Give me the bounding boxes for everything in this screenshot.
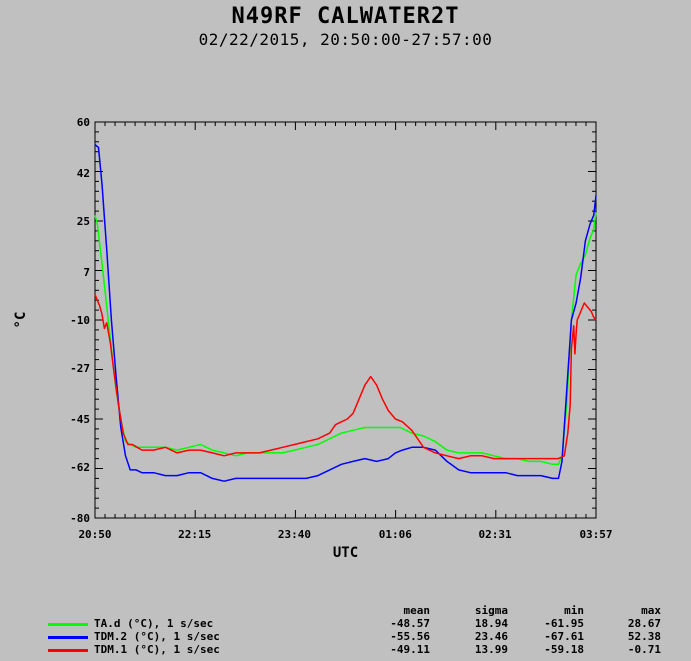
stats-header-mean: mean bbox=[403, 604, 431, 617]
stats-legend: mean sigma min max TA.d (°C), 1 s/sec -4… bbox=[48, 604, 661, 656]
chart-title: N49RF CALWATER2T bbox=[231, 4, 460, 29]
y-axis-label: °C bbox=[13, 312, 29, 329]
x-tick-label: 20:50 bbox=[78, 528, 111, 541]
stat-mean: -49.11 bbox=[390, 643, 430, 656]
stats-row: TDM.2 (°C), 1 s/sec -55.56 23.46 -67.61 … bbox=[48, 630, 661, 643]
y-tick-label: -10 bbox=[70, 314, 90, 327]
x-tick-label: 02:31 bbox=[479, 528, 512, 541]
legend-swatch-ta-d bbox=[48, 622, 88, 626]
y-tick-label: -80 bbox=[70, 512, 90, 525]
stat-mean: -48.57 bbox=[390, 617, 430, 630]
stat-max: 28.67 bbox=[627, 617, 661, 630]
stats-header-sigma: sigma bbox=[474, 604, 508, 617]
stat-max: -0.71 bbox=[627, 643, 661, 656]
stat-min: -61.95 bbox=[544, 617, 584, 630]
stat-min: -67.61 bbox=[544, 630, 584, 643]
x-tick-label: 22:15 bbox=[178, 528, 211, 541]
stats-header-max: max bbox=[641, 604, 661, 617]
legend-swatch-tdm-1 bbox=[48, 648, 88, 652]
x-tick-label: 23:40 bbox=[278, 528, 311, 541]
y-tick-label: 60 bbox=[77, 116, 90, 129]
line-chart: 20:50 22:15 23:40 01:06 02:31 03:57 -80 -62 -45 -… bbox=[13, 116, 613, 561]
x-tick-label: 03:57 bbox=[579, 528, 612, 541]
legend-label: TDM.2 (°C), 1 s/sec bbox=[94, 630, 220, 643]
series-line-2 bbox=[94, 294, 597, 460]
legend-label: TA.d (°C), 1 s/sec bbox=[94, 617, 214, 630]
stats-header-row: mean sigma min max bbox=[48, 604, 662, 617]
legend-swatch-tdm-2 bbox=[48, 635, 88, 639]
stat-sigma: 13.99 bbox=[474, 643, 508, 656]
stat-mean: -55.56 bbox=[390, 630, 430, 643]
stats-header-min: min bbox=[564, 604, 584, 617]
y-tick-label: 42 bbox=[77, 167, 90, 180]
x-tick-label: 01:06 bbox=[379, 528, 412, 541]
series-line-1 bbox=[94, 144, 597, 482]
stat-min: -59.18 bbox=[544, 643, 584, 656]
x-axis-label: UTC bbox=[333, 545, 358, 561]
y-tick-label: 25 bbox=[77, 215, 90, 228]
y-tick-label: -62 bbox=[70, 461, 90, 474]
chart-subtitle: 02/22/2015, 20:50:00-27:57:00 bbox=[198, 30, 493, 49]
y-tick-label: -27 bbox=[70, 362, 90, 375]
stats-row: TDM.1 (°C), 1 s/sec -49.11 13.99 -59.18 … bbox=[48, 643, 661, 656]
y-tick-label: -45 bbox=[70, 413, 90, 426]
y-tick-label: 7 bbox=[83, 266, 90, 279]
stat-sigma: 18.94 bbox=[474, 617, 508, 630]
stats-row: TA.d (°C), 1 s/sec -48.57 18.94 -61.95 2… bbox=[48, 617, 661, 630]
stat-max: 52.38 bbox=[627, 630, 661, 643]
stat-sigma: 23.46 bbox=[474, 630, 508, 643]
legend-label: TDM.1 (°C), 1 s/sec bbox=[94, 643, 220, 656]
